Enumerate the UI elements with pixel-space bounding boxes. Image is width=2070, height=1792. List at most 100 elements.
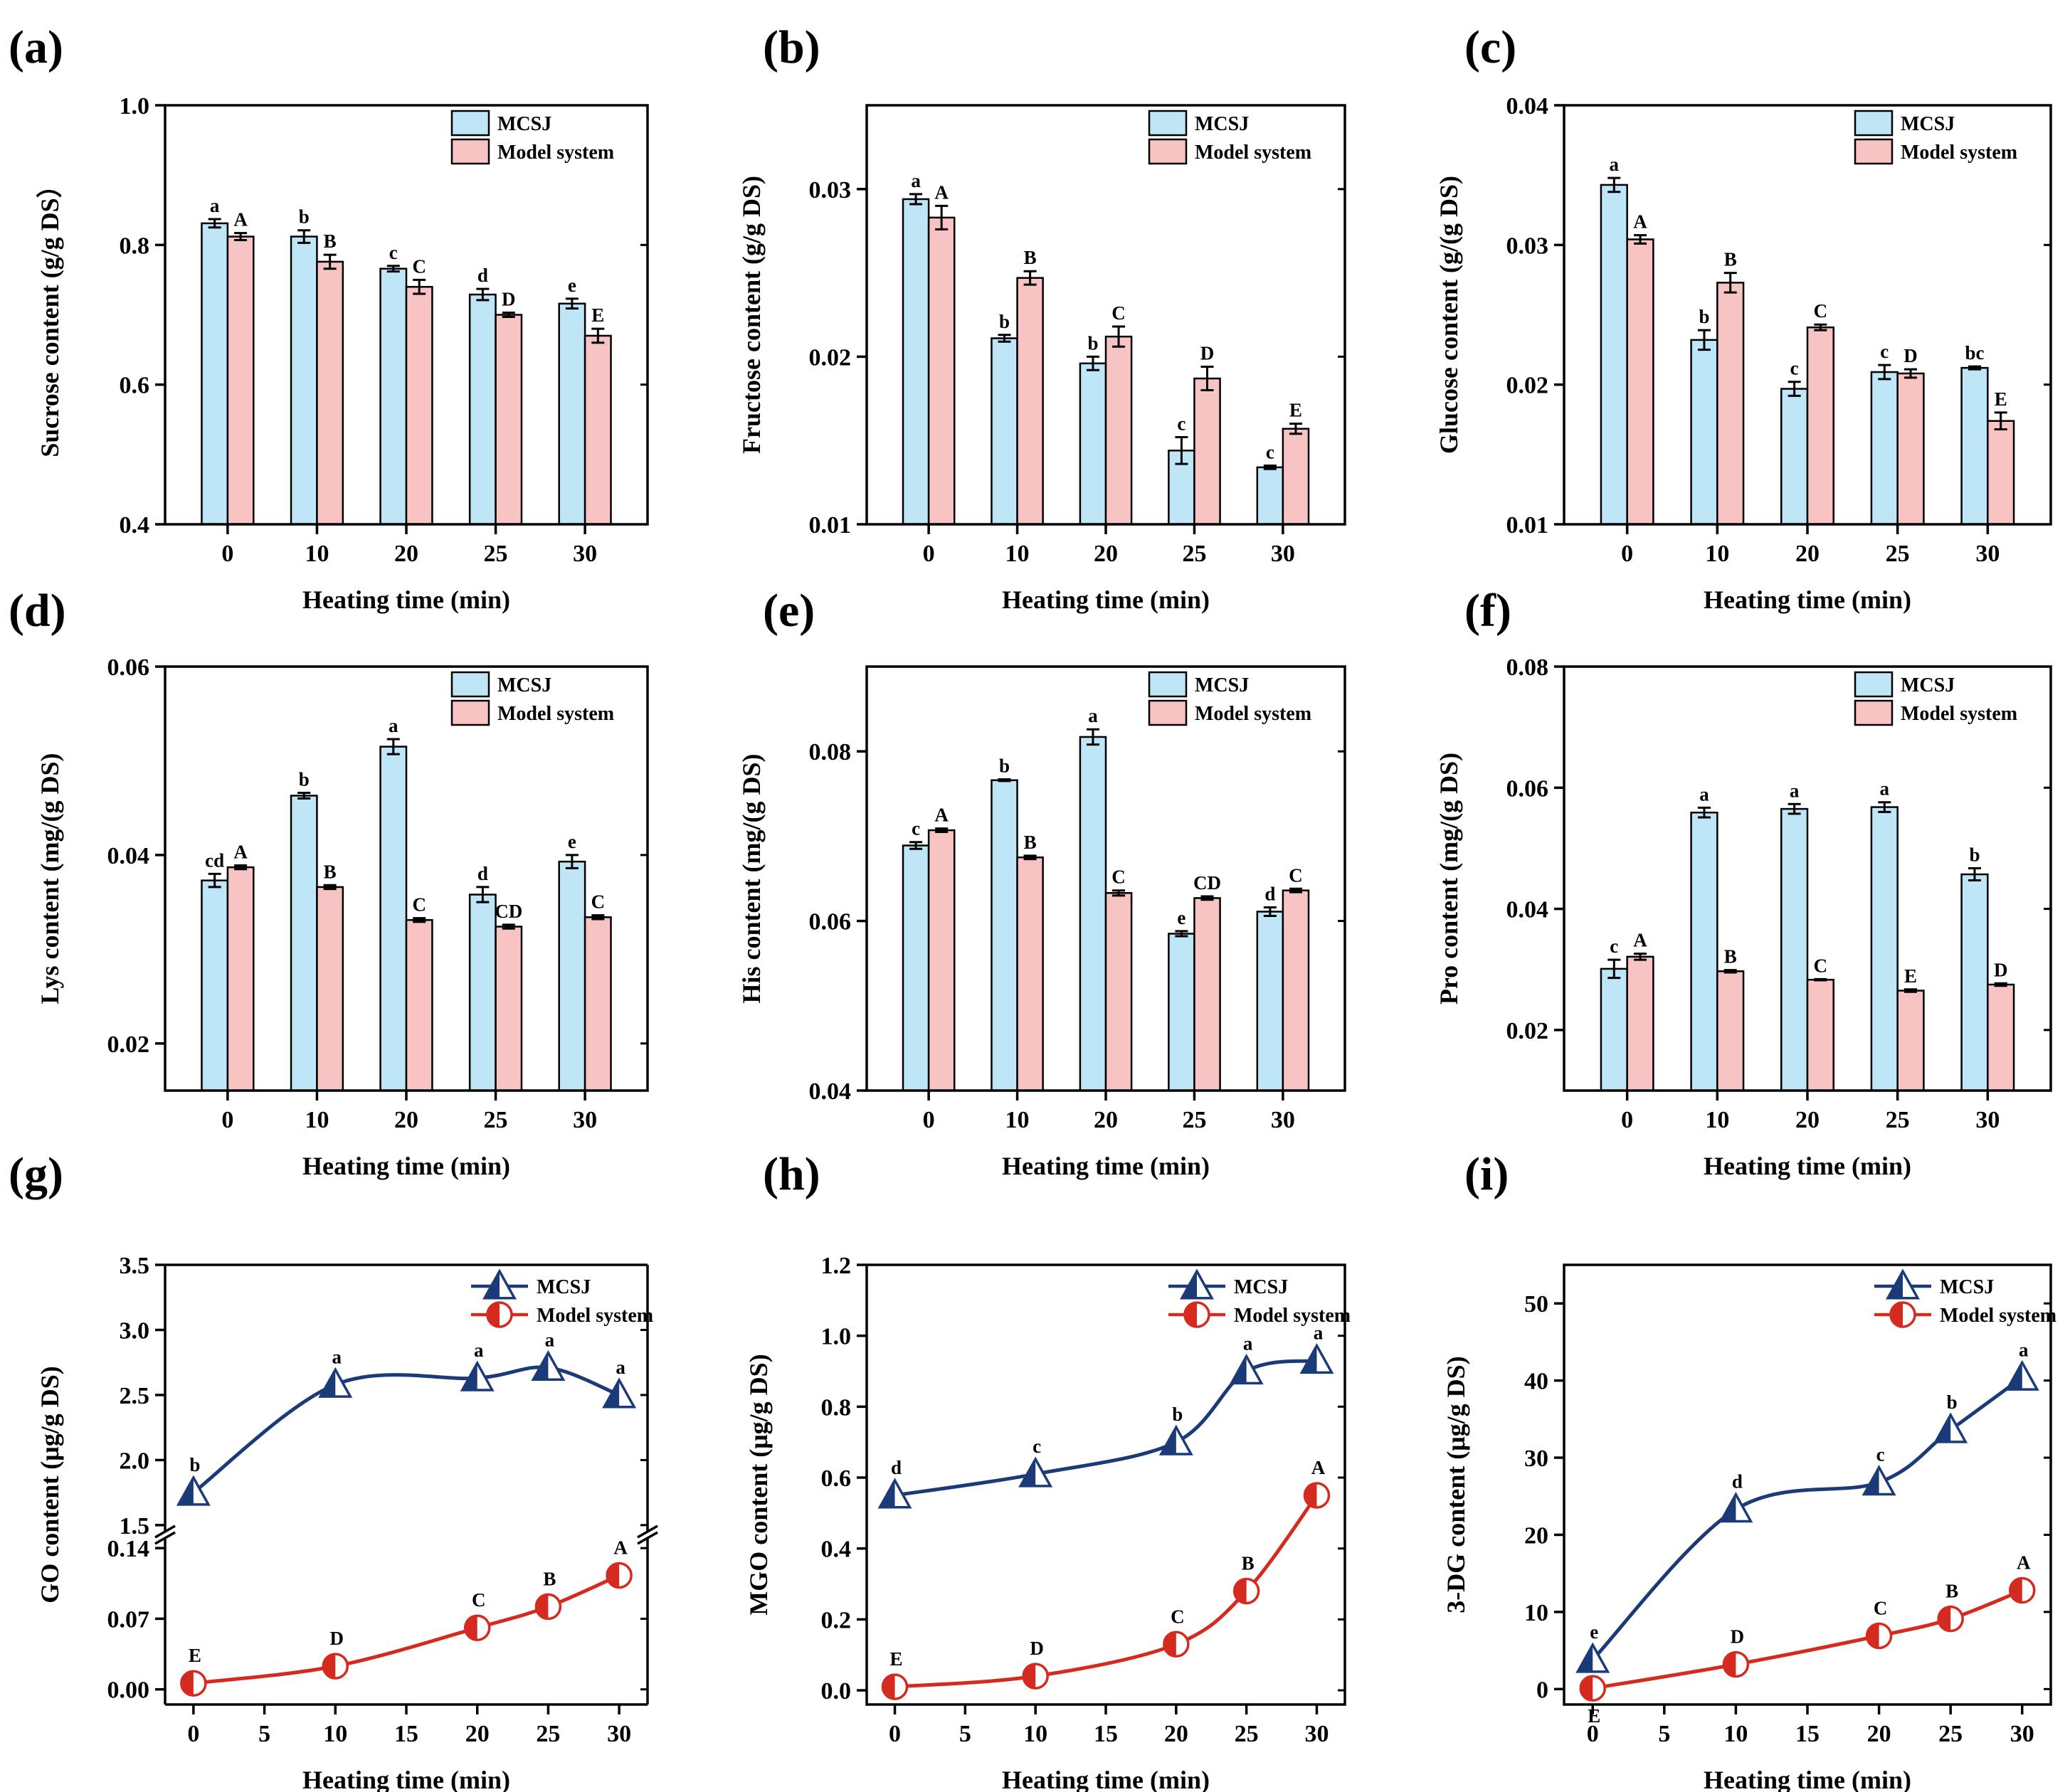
bar xyxy=(1780,807,1809,1092)
significance-letter: c xyxy=(1876,1444,1885,1465)
bar xyxy=(1193,377,1221,526)
x-axis-title: Heating time (min) xyxy=(1002,1766,1210,1792)
x-tick-label: 10 xyxy=(1023,1721,1047,1747)
y-tick-label: 1.5 xyxy=(120,1513,150,1539)
x-tick-label: 25 xyxy=(1182,1107,1206,1133)
y-tick-label: 30 xyxy=(1524,1446,1548,1472)
legend-swatch-mcsj xyxy=(1148,110,1188,137)
panel-label: (c) xyxy=(1464,21,1516,73)
bar xyxy=(201,879,229,1092)
x-tick-label: 20 xyxy=(1094,541,1118,567)
y-tick-label: 2.5 xyxy=(120,1383,150,1409)
significance-letter: C xyxy=(1111,302,1126,324)
significance-letter: a xyxy=(332,1346,342,1367)
significance-letter: d xyxy=(891,1457,902,1478)
marker-mcsj-half xyxy=(1182,1271,1197,1298)
y-tick-label: 0.8 xyxy=(821,1394,852,1421)
significance-letter: B xyxy=(1242,1553,1255,1574)
legend-label-model: Model system xyxy=(497,142,614,164)
y-tick-label: 2.0 xyxy=(120,1448,150,1474)
y-tick-label: 1.0 xyxy=(120,93,150,120)
legend-swatch-mcsj xyxy=(1854,110,1894,137)
legend-label-mcsj: MCSJ xyxy=(1195,674,1249,696)
significance-letter: D xyxy=(1200,343,1215,364)
bar xyxy=(902,844,930,1092)
y-axis-title: Fructose content (g/g DS) xyxy=(737,176,766,454)
panel-label: (g) xyxy=(9,1148,63,1200)
significance-letter: C xyxy=(472,1589,486,1611)
significance-letter: A xyxy=(1633,930,1647,951)
legend-label-model: Model system xyxy=(1195,142,1311,164)
panel-label: (b) xyxy=(763,21,820,73)
y-tick-label: 0.6 xyxy=(120,373,150,399)
bar xyxy=(927,216,956,526)
legend-label-model: Model system xyxy=(497,703,614,725)
y-tick-label: 0.04 xyxy=(809,1078,852,1105)
x-tick-label: 30 xyxy=(1975,541,2000,567)
significance-letter: c xyxy=(1610,935,1618,957)
x-tick-label: 0 xyxy=(923,541,935,567)
marker-mcsj-half xyxy=(1578,1645,1593,1672)
y-tick-label: 0.07 xyxy=(107,1606,150,1633)
significance-letter: c xyxy=(1880,341,1889,362)
significance-letter: C xyxy=(412,894,426,916)
significance-letter: c xyxy=(912,818,920,839)
marker-model-half xyxy=(1723,1652,1736,1677)
y-tick-label: 50 xyxy=(1524,1291,1548,1318)
marker-model-half xyxy=(1185,1303,1197,1327)
x-axis-title: Heating time (min) xyxy=(1002,585,1210,614)
y-axis-title: His content (mg/(g DS) xyxy=(737,754,766,1004)
plot-frame xyxy=(865,1263,1346,1706)
significance-letter: E xyxy=(1588,1705,1600,1727)
legend-swatch-mcsj xyxy=(1854,671,1894,698)
bar xyxy=(405,919,433,1092)
bar xyxy=(1079,736,1107,1092)
legend-swatch-model xyxy=(1148,138,1188,165)
bar xyxy=(1193,897,1221,1092)
bar xyxy=(290,235,318,526)
significance-letter: a xyxy=(616,1357,625,1378)
significance-letter: E xyxy=(591,304,604,326)
legend-label-mcsj: MCSJ xyxy=(1901,674,1955,696)
y-tick-label: 0.4 xyxy=(120,512,150,539)
bar xyxy=(468,293,497,526)
y-tick-label: 0.01 xyxy=(1506,512,1549,539)
line-chart-panel: 0.0 0.2 0.4 0.6 0.8 1.0 1.2 0 5 10 15 20 25 30 d c b a a E D… xyxy=(744,1253,1351,1792)
bar xyxy=(1987,983,2015,1092)
significance-letter: a xyxy=(545,1330,555,1351)
significance-letter: b xyxy=(299,206,310,228)
significance-letter: D xyxy=(502,289,516,310)
bar xyxy=(316,260,344,526)
marker-mcsj-half xyxy=(880,1480,895,1507)
legend-swatch-model xyxy=(1854,138,1894,165)
line-chart-panel-broken: 1.5 2.0 2.5 3.0 3.5 0.00 0.07 0.14 0 5 10 15 20 25 30 b… xyxy=(36,1253,658,1792)
bar xyxy=(1282,428,1310,526)
significance-letter: d xyxy=(1264,884,1275,905)
y-tick-label: 0.6 xyxy=(821,1465,852,1492)
y-tick-label: 0.06 xyxy=(1506,775,1549,802)
marker-mcsj-half xyxy=(1888,1271,1903,1298)
significance-letter: B xyxy=(1724,946,1737,967)
bar xyxy=(1690,339,1718,526)
significance-letter: E xyxy=(1995,388,2007,410)
x-tick-label: 10 xyxy=(305,1107,329,1133)
x-tick-label: 20 xyxy=(1795,541,1820,567)
significance-letter: a xyxy=(210,195,220,216)
bar xyxy=(1780,388,1809,526)
panel-label: (h) xyxy=(763,1148,820,1200)
y-tick-label: 0.04 xyxy=(1506,897,1549,923)
x-tick-label: 25 xyxy=(1182,541,1206,567)
x-tick-label: 20 xyxy=(394,1107,418,1133)
bar xyxy=(991,337,1018,526)
significance-letter: B xyxy=(1724,249,1737,270)
x-tick-label: 25 xyxy=(1235,1721,1259,1747)
significance-letter: b xyxy=(1087,332,1098,354)
legend-swatch-mcsj xyxy=(450,110,490,137)
x-tick-label: 20 xyxy=(1867,1721,1891,1747)
y-tick-label: 0.02 xyxy=(1506,1018,1549,1044)
marker-mcsj-half xyxy=(1231,1356,1247,1384)
bar xyxy=(495,926,523,1092)
bar xyxy=(1870,806,1899,1092)
bar xyxy=(1626,955,1654,1092)
